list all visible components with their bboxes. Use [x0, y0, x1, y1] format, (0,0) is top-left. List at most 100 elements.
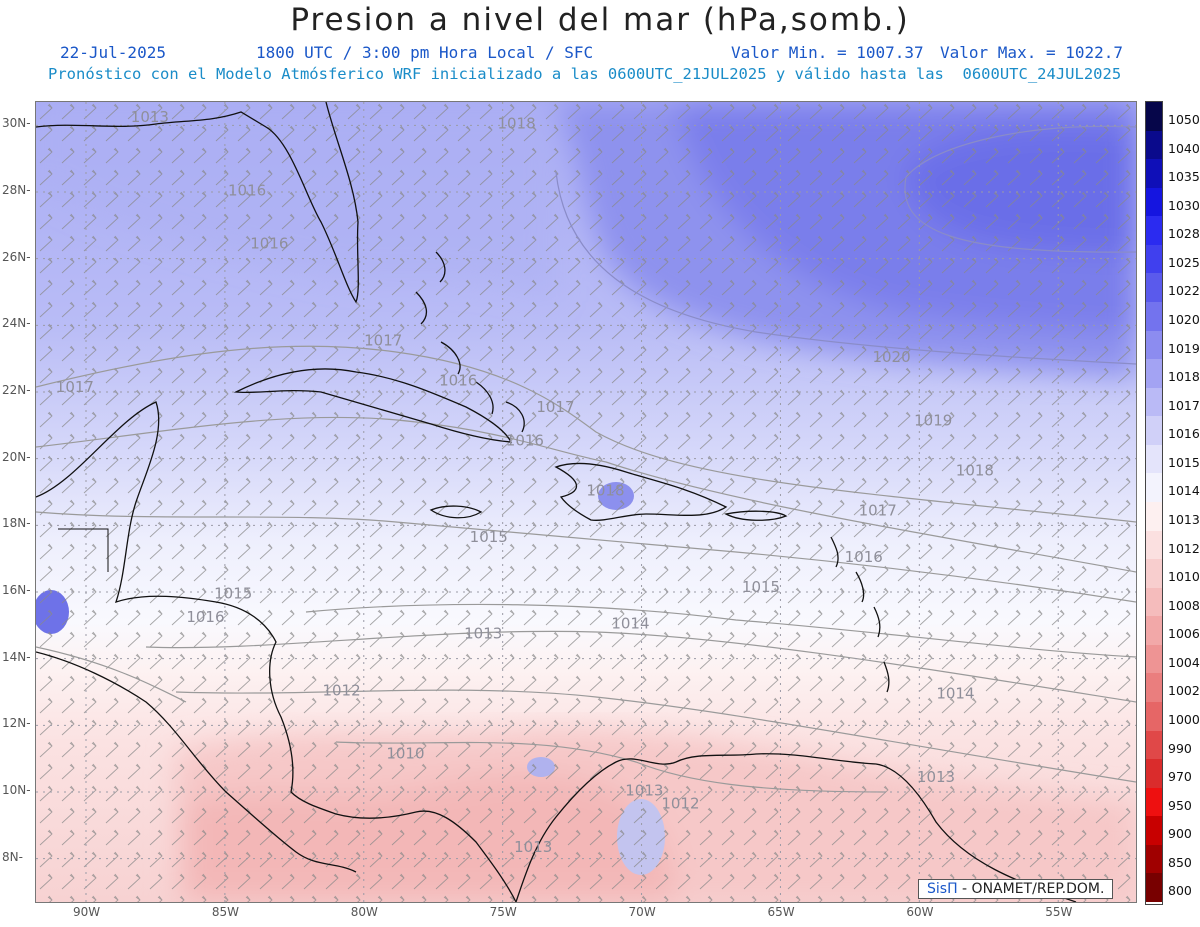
contour-label: 1017	[364, 331, 402, 349]
colorbar-label: 1013	[1168, 512, 1200, 527]
contour-label: 1020	[872, 348, 910, 366]
credit-box: SisΠ - ONAMET/REP.DOM.	[918, 879, 1114, 899]
colorbar-label: 1017	[1168, 397, 1200, 413]
contour-label: 1017	[56, 378, 94, 396]
lat-tick-label: 16N-	[2, 583, 31, 597]
contour-label: 1019	[914, 411, 952, 429]
colorbar-segment	[1146, 216, 1162, 246]
contour-label: 1018	[956, 461, 994, 479]
forecast-date: 22-Jul-2025	[60, 43, 166, 62]
contour-label: 1015	[742, 578, 780, 596]
colorbar-label: 1025	[1168, 254, 1200, 270]
colorbar-segment	[1146, 644, 1162, 674]
contour-label: 1016	[186, 608, 224, 626]
colorbar-label: 1028	[1168, 226, 1200, 242]
colorbar-label: 950	[1168, 797, 1192, 813]
lon-tick-label: 70W	[628, 905, 656, 919]
colorbar-label: 1012	[1168, 540, 1200, 556]
colorbar-label: 1035	[1168, 169, 1200, 185]
lat-tick-label: 20N-	[2, 449, 31, 464]
contour-label: 1016	[845, 548, 883, 566]
colorbar-segment	[1146, 359, 1162, 389]
lon-tick-label: 55W	[1045, 905, 1073, 919]
contour-label: 1017	[859, 501, 897, 519]
contour-label: 1010	[386, 745, 424, 763]
lon-tick-label: 75W	[489, 905, 517, 919]
colorbar-segment	[1146, 530, 1162, 560]
colorbar-segment	[1146, 616, 1162, 646]
contour-label: 1014	[611, 615, 649, 633]
lon-tick-label: 80W	[350, 905, 378, 919]
lat-tick-label: 10N-	[2, 783, 31, 797]
pressure-map: 1013 1018 1016 1016 1017 1017 1016 1017 1016 1018…	[35, 101, 1137, 903]
coastlines	[36, 102, 1077, 902]
colorbar-segment	[1146, 302, 1162, 332]
lon-tick-label: 65W	[767, 905, 795, 919]
colorbar-label: 1014	[1168, 483, 1200, 499]
sispi-logo: SisΠ	[927, 881, 958, 897]
colorbar-label: 1050	[1168, 112, 1200, 127]
colorbar-segment	[1146, 444, 1162, 474]
contour-label: 1016	[506, 431, 544, 449]
pressure-colorbar	[1145, 101, 1163, 905]
colorbar-segment	[1146, 159, 1162, 189]
lat-tick-label: 26N-	[2, 249, 31, 264]
colorbar-label: 1010	[1168, 569, 1200, 585]
colorbar-segment	[1146, 816, 1162, 846]
colorbar-segment	[1146, 130, 1162, 160]
colorbar-segment	[1146, 559, 1162, 589]
colorbar-segment	[1146, 387, 1162, 417]
colorbar-label: 1020	[1168, 312, 1200, 327]
colorbar-label: 850	[1168, 854, 1192, 870]
lon-tick-label: 90W	[73, 905, 101, 919]
colorbar-label: 1040	[1168, 140, 1200, 156]
contour-label: 1015	[214, 585, 252, 603]
model-info-line: Pronóstico con el Modelo Atmósferico WRF…	[48, 65, 1122, 83]
lat-tick-label: 28N-	[2, 183, 31, 197]
contour-label: 1013	[625, 781, 663, 799]
colorbar-segment	[1146, 102, 1162, 132]
contour-label: 1018	[497, 115, 535, 133]
colorbar-label: 1006	[1168, 626, 1200, 642]
lon-tick-label: 60W	[906, 905, 934, 919]
colorbar-label: 1004	[1168, 654, 1200, 670]
lat-tick-label: 22N-	[2, 383, 31, 397]
colorbar-label: 800	[1168, 883, 1192, 899]
contour-label: 1017	[536, 398, 574, 416]
lat-tick-label: 12N-	[2, 716, 31, 731]
colorbar-label: 1015	[1168, 454, 1200, 470]
colorbar-segment	[1146, 844, 1162, 874]
pressure-field: 1013 1018 1016 1016 1017 1017 1016 1017 1016 1018…	[36, 102, 1136, 902]
contour-label: 1016	[250, 235, 288, 253]
contour-label: 1016	[439, 371, 477, 389]
colorbar-label: 1019	[1168, 340, 1200, 356]
colorbar-label: 1002	[1168, 683, 1200, 699]
max-value-label: Valor Max. = 1022.7	[940, 43, 1124, 62]
colorbar-segment	[1146, 330, 1162, 360]
colorbar-segment	[1146, 787, 1162, 817]
contour-label: 1012	[322, 681, 360, 699]
isobar-lines	[36, 345, 1136, 793]
lat-tick-label: 14N-	[2, 649, 31, 664]
colorbar-label: 990	[1168, 740, 1192, 756]
colorbar-segment	[1146, 502, 1162, 532]
lat-tick-label: 18N-	[2, 516, 31, 531]
contour-label: 1013	[514, 838, 552, 856]
high-isobars	[555, 125, 1136, 365]
contour-label: 1013	[464, 625, 502, 643]
colorbar-label: 1000	[1168, 712, 1200, 727]
lat-tick-label: 30N-	[2, 116, 31, 131]
colorbar-label: 1018	[1168, 369, 1200, 385]
colorbar-label: 900	[1168, 826, 1192, 842]
lon-tick-label: 85W	[211, 905, 240, 919]
lat-tick-label: 24N-	[2, 316, 31, 331]
colorbar-segment	[1146, 873, 1162, 903]
lat-lon-grid	[36, 102, 1136, 902]
contour-label: 1014	[936, 685, 974, 703]
colorbar-segment	[1146, 416, 1162, 446]
map-title: Presion a nivel del mar (hPa,somb.)	[290, 2, 910, 38]
colorbar-segment	[1146, 759, 1162, 789]
colorbar-segment	[1146, 730, 1162, 760]
contour-label: 1013	[917, 768, 955, 786]
colorbar-segment	[1146, 244, 1162, 274]
